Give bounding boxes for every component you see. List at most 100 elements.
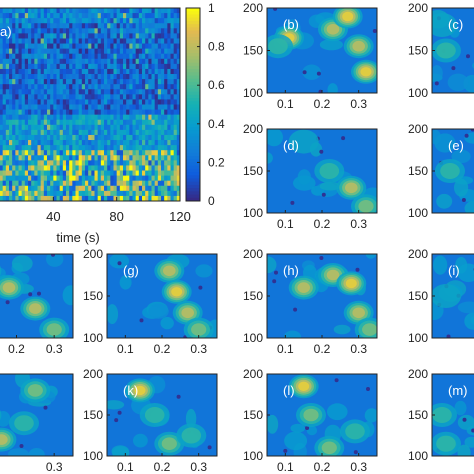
spectrogram-cell: [173, 129, 178, 136]
spectrogram-cell: [100, 28, 105, 34]
spectrogram-cell: [9, 195, 13, 201]
panel-g-speckle: [109, 254, 130, 269]
spectrogram-cell: [138, 8, 143, 14]
spectrogram-cell: [72, 8, 76, 14]
spectrogram-cell: [129, 63, 133, 70]
spectrogram-cell: [5, 114, 10, 121]
spectrogram-cell: [31, 79, 35, 85]
spectrogram-cell: [40, 160, 45, 166]
spectrogram-cell: [62, 165, 67, 171]
spectrogram-cell: [78, 180, 83, 187]
spectrogram-cell: [69, 74, 73, 80]
spectrogram-cell: [145, 84, 149, 90]
spectrogram-cell: [170, 165, 175, 171]
spectrogram-cell: [107, 129, 111, 136]
spectrogram-cell: [100, 63, 105, 70]
spectrogram-cell: [81, 63, 86, 70]
spectrogram-cell: [129, 145, 133, 151]
spectrogram-cell: [104, 89, 108, 95]
spectrogram-cell: [69, 175, 73, 182]
spectrogram-cell: [43, 150, 48, 156]
panel-l-low-spot: [283, 448, 288, 453]
spectrogram-cell: [123, 99, 127, 105]
spectrogram-cell: [151, 175, 156, 182]
spectrogram-cell: [72, 104, 76, 110]
spectrogram-cell: [129, 99, 133, 105]
spectrogram-cell: [66, 185, 70, 192]
spectrogram-cell: [107, 33, 111, 39]
spectrogram-cell: [53, 124, 57, 131]
spectrogram-cell: [59, 195, 64, 201]
spectrogram-cell: [116, 58, 121, 65]
spectrogram-cell: [5, 124, 10, 131]
spectrogram-cell: [40, 74, 45, 80]
spectrogram-cell: [43, 74, 48, 80]
spectrogram-cell: [126, 33, 130, 39]
spectrogram-cell: [40, 134, 45, 141]
spectrogram-cell: [69, 150, 73, 156]
spectrogram-cell: [59, 114, 64, 121]
spectrogram-cell: [47, 145, 51, 151]
spectrogram-cell: [97, 119, 102, 126]
spectrogram-cell: [119, 109, 124, 116]
spectrogram-cell: [113, 89, 118, 95]
spectrogram-cell: [75, 170, 80, 177]
panel-d-ytick-label: 100: [243, 206, 263, 220]
spectrogram-cell: [50, 33, 54, 39]
spectrogram-cell: [0, 79, 4, 85]
panel-e-speckle: [464, 200, 474, 213]
spectrogram-cell: [138, 145, 143, 151]
spectrogram-cell: [72, 28, 76, 34]
spectrogram-cell: [31, 140, 35, 146]
spectrogram-cell: [176, 190, 180, 197]
spectrogram-cell: [97, 18, 102, 24]
spectrogram-cell: [18, 84, 23, 90]
spectrogram-cell: [85, 13, 89, 19]
spectrogram-cell: [24, 68, 29, 75]
spectrogram-cell: [24, 124, 29, 131]
spectrogram-cell: [5, 79, 10, 85]
spectrogram-cell: [116, 48, 121, 55]
spectrogram-cell: [132, 145, 137, 151]
spectrogram-cell: [148, 134, 152, 141]
panel-b-ytick-label: 200: [243, 1, 263, 15]
spectrogram-cell: [53, 150, 57, 156]
spectrogram-cell: [56, 74, 61, 80]
spectrogram-cell: [88, 8, 92, 14]
spectrogram-cell: [5, 190, 10, 197]
spectrogram-cell: [81, 175, 86, 182]
spectrogram-cell: [91, 104, 95, 110]
spectrogram-cell: [148, 89, 152, 95]
spectrogram-cell: [72, 134, 76, 141]
spectrogram-cell: [21, 8, 26, 14]
spectrogram-cell: [56, 195, 61, 201]
spectrogram-cell: [78, 145, 83, 151]
spectrogram-cell: [15, 109, 19, 116]
spectrogram-cell: [173, 155, 178, 161]
spectrogram-cell: [116, 13, 121, 19]
spectrogram-cell: [18, 53, 23, 60]
spectrogram-cell: [31, 109, 35, 116]
spectrogram-cell: [164, 79, 168, 85]
spectrogram-cell: [69, 13, 73, 19]
spectrogram-cell: [135, 150, 140, 156]
spectrogram-cell: [2, 89, 7, 95]
spectrogram-cell: [0, 74, 4, 80]
panel-b-peak: [326, 24, 340, 35]
spectrogram-cell: [24, 140, 29, 146]
spectrogram-cell: [59, 104, 64, 110]
spectrogram-cell: [164, 170, 168, 177]
spectrogram-cell: [107, 195, 111, 201]
spectrogram-cell: [5, 13, 10, 19]
spectrogram-cell: [18, 140, 23, 146]
spectrogram-cell: [31, 43, 35, 50]
spectrogram-cell: [5, 8, 10, 14]
panel-f-peak: [2, 282, 16, 293]
spectrogram-cell: [78, 170, 83, 177]
spectrogram-cell: [34, 104, 38, 110]
spectrogram-cell: [91, 165, 95, 171]
spectrogram-cell: [81, 99, 86, 105]
spectrogram-cell: [145, 129, 149, 136]
spectrogram-cell: [167, 58, 171, 65]
colorbar-swatch: [186, 165, 200, 170]
